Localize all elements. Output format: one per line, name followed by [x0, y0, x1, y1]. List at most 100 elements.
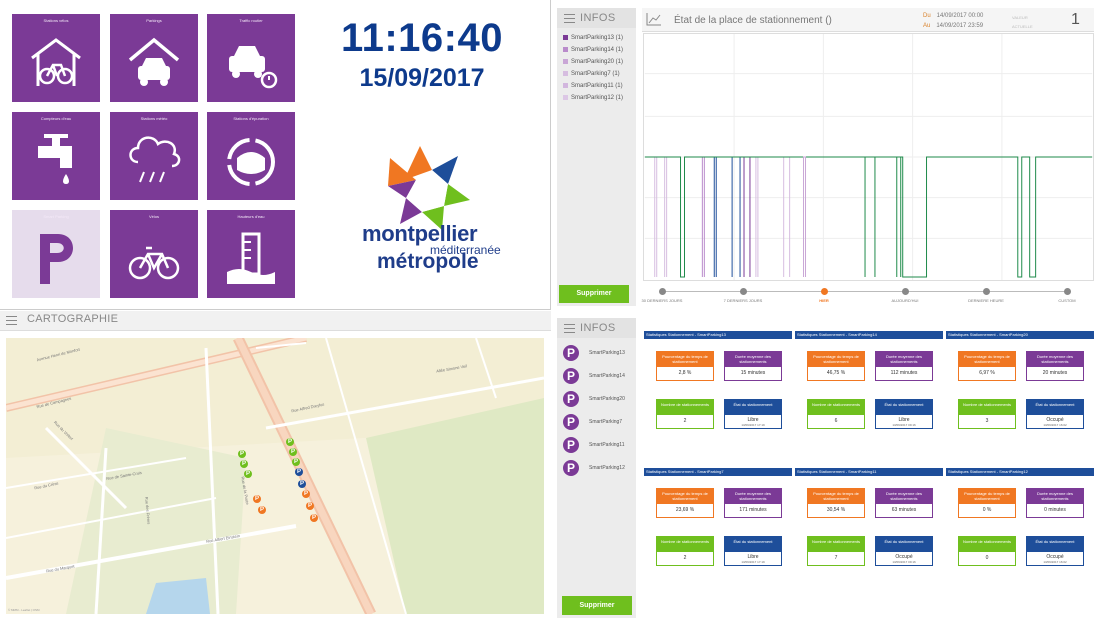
tile-water-levels[interactable]: Hauteurs d'eau	[207, 210, 295, 298]
parking-marker[interactable]: P	[295, 468, 303, 476]
stat-card-label: État du stationnement	[725, 537, 781, 552]
stat-card-timestamp: 13/09/2017 17:19	[741, 423, 765, 427]
parking-marker[interactable]: P	[244, 470, 252, 478]
parking-item[interactable]: P SmartParking12	[557, 460, 636, 478]
time-range-selector[interactable]: 30 DERNIERS JOURS 7 DERNIERS JOURS HIER AUJ…	[641, 285, 1094, 307]
delete-button[interactable]: Supprimer	[559, 285, 629, 303]
current-value: 1	[1071, 11, 1080, 28]
parking-marker[interactable]: P	[306, 502, 314, 510]
clock-time: 11:16:40	[341, 16, 503, 60]
legend-item[interactable]: SmartParking12 (1)	[563, 95, 623, 101]
legend-swatch	[563, 71, 568, 76]
parking-marker[interactable]: P	[286, 438, 294, 446]
parking-name: SmartParking20	[589, 396, 625, 402]
stat-block: Statistiques Stationnement - SmartParkin…	[795, 468, 943, 590]
legend-item[interactable]: SmartParking14 (1)	[563, 47, 623, 53]
stat-card-state: État du stationnement Occupé 13/09/2017 16…	[1026, 399, 1084, 429]
parking-item[interactable]: P SmartParking13	[557, 345, 636, 363]
menu-icon[interactable]	[6, 316, 17, 325]
parking-p-icon: P	[563, 414, 579, 430]
state-line	[864, 156, 876, 278]
legend-item[interactable]: SmartParking13 (1)	[563, 35, 623, 41]
stat-card-count: Nombre de stationnements 6	[807, 399, 865, 429]
parking-item[interactable]: P SmartParking20	[557, 391, 636, 409]
timeline-point[interactable]	[821, 288, 828, 295]
stat-card-label: Nombre de stationnements	[808, 537, 864, 552]
legend-label: SmartParking14 (1)	[571, 47, 624, 54]
map-canvas	[6, 338, 544, 614]
stat-card-label: Pourcentage du temps de stationnement	[657, 489, 713, 504]
stat-card-duration: Durée moyenne des stationnements 63 minut…	[875, 488, 933, 518]
tile-road-traffic[interactable]: Traffic routier	[207, 14, 295, 102]
state-line	[713, 156, 717, 278]
bike-shelter-icon	[31, 38, 81, 86]
tile-bikes[interactable]: Vélos	[110, 210, 198, 298]
water-area	[146, 578, 210, 614]
date-range[interactable]: Du 14/09/2017 00:00 Au 14/09/2017 23:59	[923, 11, 983, 31]
stat-card-duration: Durée moyenne des stationnements 20 minut…	[1026, 351, 1084, 381]
parking-marker[interactable]: P	[302, 490, 310, 498]
parking-item[interactable]: P SmartParking14	[557, 368, 636, 386]
parking-marker[interactable]: P	[292, 458, 300, 466]
tile-parkings[interactable]: Parkings	[110, 14, 198, 102]
parking-name: SmartParking12	[589, 465, 625, 471]
parking-marker[interactable]: P	[310, 514, 318, 522]
timeline-label[interactable]: 7 DERNIERS JOURS	[723, 298, 763, 303]
legend-item[interactable]: SmartParking20 (1)	[563, 59, 623, 65]
timeline-point[interactable]	[902, 288, 909, 295]
tile-bike-stations[interactable]: Stations vélos	[12, 14, 100, 102]
menu-icon[interactable]	[564, 14, 575, 23]
timeline-label[interactable]: 30 DERNIERS JOURS	[641, 298, 683, 303]
legend-item[interactable]: SmartParking7 (1)	[563, 71, 620, 77]
car-timer-icon	[229, 46, 278, 89]
legend-label: SmartParking13 (1)	[571, 35, 624, 42]
water-recycle-icon	[227, 138, 275, 186]
legend-swatch	[563, 47, 568, 52]
timeline-point[interactable]	[740, 288, 747, 295]
timeline-point[interactable]	[983, 288, 990, 295]
timeline-label[interactable]: DERNIERE HEURE	[968, 298, 1004, 303]
bicycle-icon	[128, 246, 180, 280]
stat-card-label: Durée moyenne des stationnements	[1027, 489, 1083, 504]
legend-swatch	[563, 83, 568, 88]
tile-smart-parking[interactable]: Smart Parking	[12, 210, 100, 298]
map-view[interactable]: Avenue Henri de Monfort Rue de Campagnes…	[6, 338, 544, 614]
stat-card-value: Occupé	[1046, 554, 1064, 560]
timeline-label[interactable]: AUJOURD'HUI	[891, 298, 919, 303]
state-line	[783, 156, 791, 278]
timeline-point[interactable]	[659, 288, 666, 295]
tile-label: Vélos	[148, 214, 159, 219]
parking-marker[interactable]: P	[289, 448, 297, 456]
date-to-value[interactable]: 14/09/2017 23:59	[936, 23, 984, 29]
parking-marker[interactable]: P	[258, 506, 266, 514]
stat-card-state: État du stationnement Occupé 13/09/2017 09…	[875, 536, 933, 566]
menu-icon[interactable]	[564, 324, 575, 333]
timeline-label[interactable]: HIER	[819, 298, 829, 303]
state-line	[803, 156, 807, 278]
tile-water-meters[interactable]: Compteurs d'eau	[12, 112, 100, 200]
parking-marker[interactable]: P	[253, 495, 261, 503]
stat-card-label: Nombre de stationnements	[657, 400, 713, 415]
delete-button[interactable]: Supprimer	[562, 596, 632, 615]
state-line	[731, 156, 741, 278]
map-attribution: © MMM - Leaflet | OSM	[8, 608, 40, 612]
parking-marker[interactable]: P	[240, 460, 248, 468]
parking-marker[interactable]: P	[238, 450, 246, 458]
parking-item[interactable]: P SmartParking7	[557, 414, 636, 432]
tile-weather-stations[interactable]: Stations météo	[110, 112, 198, 200]
date-from-value[interactable]: 14/09/2017 00:00	[936, 13, 984, 19]
timeline-label[interactable]: CUSTOM	[1058, 298, 1076, 303]
timeline-point[interactable]	[1064, 288, 1071, 295]
tile-treatment-plants[interactable]: Stations d'épuration	[207, 112, 295, 200]
stat-card-value: 23,69 %	[675, 507, 695, 513]
tile-label: Smart Parking	[43, 214, 69, 219]
stat-card-percentage: Pourcentage du temps de stationnement 0 %	[958, 488, 1016, 518]
parking-name: SmartParking13	[589, 350, 625, 356]
date-from-label: Du	[923, 13, 931, 19]
parking-marker[interactable]: P	[298, 480, 306, 488]
parking-item[interactable]: P SmartParking11	[557, 437, 636, 455]
timeline-track	[662, 291, 1068, 292]
park-area	[366, 398, 544, 614]
legend-item[interactable]: SmartParking11 (1)	[563, 83, 623, 89]
stat-card-label: Pourcentage du temps de stationnement	[808, 489, 864, 504]
